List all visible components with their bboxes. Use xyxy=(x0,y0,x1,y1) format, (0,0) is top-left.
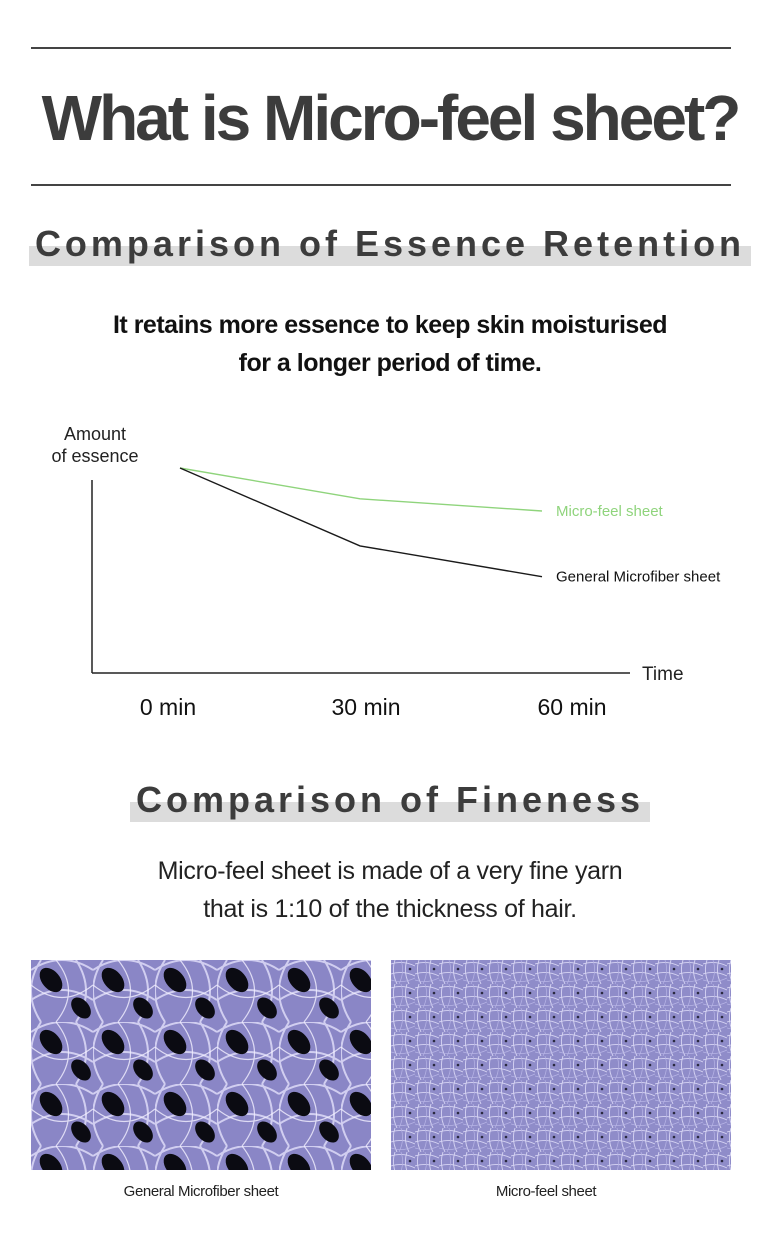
essence-retention-chart: Amount of essence Time Micro-feel sheet G… xyxy=(51,424,721,720)
page-title: What is Micro-feel sheet? xyxy=(41,82,742,154)
series-label-0: Micro-feel sheet xyxy=(556,503,664,520)
general-microfiber-photo xyxy=(31,960,371,1170)
retention-description-line1: It retains more essence to keep skin moi… xyxy=(112,311,668,339)
top-divider xyxy=(31,47,731,49)
fineness-heading: Comparison of Fineness xyxy=(135,779,645,820)
series-line-1 xyxy=(179,467,543,578)
retention-description: It retains more essence to keep skin moi… xyxy=(0,306,780,382)
fineness-description: Micro-feel sheet is made of a very fine … xyxy=(0,852,780,928)
series-label-1: General Microfiber sheet xyxy=(556,569,721,586)
series-labels: Micro-feel sheet General Microfiber sheet xyxy=(556,503,721,586)
general-microfiber-caption: General Microfiber sheet xyxy=(123,1183,279,1200)
x-tick-label-2: 60 min xyxy=(537,694,606,720)
series-lines xyxy=(179,467,543,578)
fineness-heading-block: Comparison of Fineness xyxy=(0,778,780,822)
y-axis-label-line1: Amount xyxy=(64,424,126,444)
x-tick-label-1: 30 min xyxy=(331,694,400,720)
retention-heading: Comparison of Essence Retention xyxy=(34,223,746,264)
micro-feel-photo xyxy=(391,960,731,1170)
title-divider xyxy=(31,184,731,186)
y-axis-label-line2: of essence xyxy=(51,446,138,466)
x-axis-label: Time xyxy=(642,664,684,685)
fineness-description-line2: that is 1:10 of the thickness of hair. xyxy=(203,895,577,923)
retention-description-line2: for a longer period of time. xyxy=(238,349,542,377)
fineness-description-line1: Micro-feel sheet is made of a very fine … xyxy=(157,857,623,885)
micro-feel-caption: Micro-feel sheet xyxy=(495,1183,597,1200)
x-tick-label-0: 0 min xyxy=(140,694,196,720)
retention-heading-block: Comparison of Essence Retention xyxy=(0,222,780,266)
x-tick-labels: 0 min 30 min 60 min xyxy=(140,694,607,720)
series-line-0 xyxy=(179,467,543,512)
